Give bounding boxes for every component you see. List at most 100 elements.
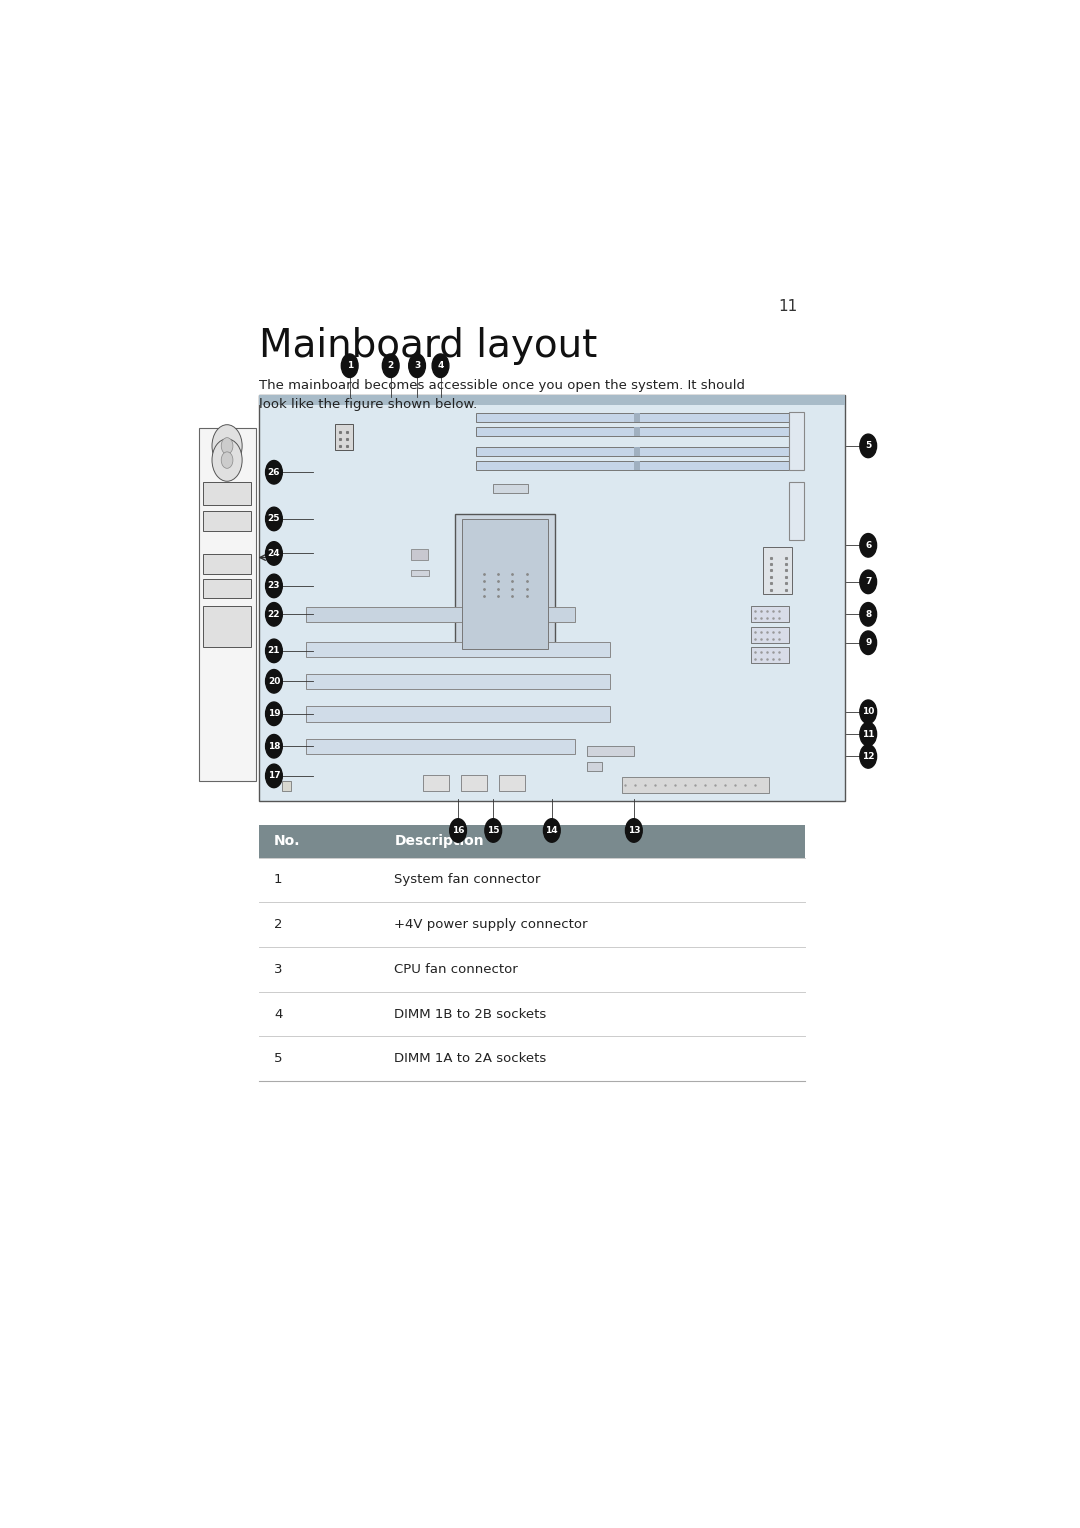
Text: 3: 3 bbox=[274, 963, 283, 976]
Bar bbox=[306, 740, 576, 755]
Text: 8: 8 bbox=[865, 610, 872, 619]
Circle shape bbox=[221, 437, 233, 454]
Circle shape bbox=[860, 631, 877, 654]
Circle shape bbox=[860, 700, 877, 724]
Circle shape bbox=[432, 354, 449, 377]
Text: Mainboard layout: Mainboard layout bbox=[259, 327, 597, 365]
Text: 6: 6 bbox=[865, 541, 872, 550]
Text: 4: 4 bbox=[274, 1007, 282, 1021]
Circle shape bbox=[408, 354, 426, 377]
Bar bbox=[203, 555, 252, 573]
Text: 2: 2 bbox=[388, 361, 394, 370]
Bar bbox=[461, 775, 487, 792]
Text: 25: 25 bbox=[268, 515, 280, 524]
Circle shape bbox=[543, 819, 561, 842]
Text: 5: 5 bbox=[865, 442, 872, 451]
Bar bbox=[634, 461, 639, 471]
Circle shape bbox=[266, 542, 282, 565]
Bar bbox=[411, 550, 428, 559]
Text: 17: 17 bbox=[268, 772, 280, 781]
Text: 9: 9 bbox=[865, 639, 872, 648]
Bar bbox=[499, 775, 526, 792]
Bar bbox=[423, 775, 449, 792]
Text: Description: Description bbox=[394, 834, 484, 848]
Circle shape bbox=[625, 819, 643, 842]
Bar bbox=[203, 579, 252, 597]
Circle shape bbox=[212, 439, 242, 481]
Bar bbox=[475, 448, 798, 455]
Circle shape bbox=[266, 669, 282, 694]
Bar bbox=[282, 781, 292, 792]
Text: 18: 18 bbox=[268, 741, 280, 750]
Text: The mainboard becomes accessible once you open the system. It should
look like t: The mainboard becomes accessible once yo… bbox=[259, 379, 745, 411]
Text: 21: 21 bbox=[268, 646, 280, 656]
Text: 14: 14 bbox=[545, 827, 558, 834]
Bar bbox=[475, 426, 798, 435]
Text: 13: 13 bbox=[627, 827, 640, 834]
Bar bbox=[751, 646, 789, 663]
Bar bbox=[455, 513, 555, 654]
Text: 10: 10 bbox=[862, 707, 875, 717]
Circle shape bbox=[485, 819, 501, 842]
Bar bbox=[306, 674, 610, 689]
Bar bbox=[475, 461, 798, 471]
Bar bbox=[411, 570, 429, 576]
Bar bbox=[634, 426, 639, 435]
Bar bbox=[494, 484, 528, 492]
Text: CPU fan connector: CPU fan connector bbox=[394, 963, 518, 976]
Text: 12: 12 bbox=[862, 752, 875, 761]
Text: DIMM 1A to 2A sockets: DIMM 1A to 2A sockets bbox=[394, 1053, 546, 1065]
Circle shape bbox=[860, 570, 877, 593]
Text: 24: 24 bbox=[268, 549, 280, 558]
Text: 19: 19 bbox=[268, 709, 280, 718]
Bar bbox=[462, 520, 548, 649]
Text: 3: 3 bbox=[414, 361, 420, 370]
Bar bbox=[634, 413, 639, 422]
Circle shape bbox=[860, 434, 877, 458]
Text: 20: 20 bbox=[268, 677, 280, 686]
Bar bbox=[751, 607, 789, 622]
Circle shape bbox=[266, 460, 282, 484]
Text: +4V power supply connector: +4V power supply connector bbox=[394, 918, 588, 931]
Circle shape bbox=[266, 764, 282, 787]
Bar bbox=[306, 642, 610, 657]
Text: 15: 15 bbox=[487, 827, 499, 834]
Circle shape bbox=[266, 701, 282, 726]
Text: DIMM 1B to 2B sockets: DIMM 1B to 2B sockets bbox=[394, 1007, 546, 1021]
Bar bbox=[789, 481, 804, 539]
Circle shape bbox=[341, 354, 359, 377]
Text: 2: 2 bbox=[274, 918, 283, 931]
Bar bbox=[259, 825, 805, 857]
Bar bbox=[306, 706, 610, 721]
Text: 1: 1 bbox=[347, 361, 353, 370]
Bar bbox=[475, 413, 798, 422]
Circle shape bbox=[860, 744, 877, 769]
Bar bbox=[588, 762, 602, 770]
Circle shape bbox=[266, 507, 282, 530]
Bar bbox=[762, 547, 792, 594]
Bar bbox=[306, 607, 576, 622]
Circle shape bbox=[860, 602, 877, 626]
Text: 5: 5 bbox=[274, 1053, 283, 1065]
Text: 4: 4 bbox=[437, 361, 444, 370]
Text: 22: 22 bbox=[268, 610, 280, 619]
Bar bbox=[203, 483, 252, 504]
FancyBboxPatch shape bbox=[259, 396, 845, 801]
Bar bbox=[259, 396, 845, 405]
Bar bbox=[203, 510, 252, 532]
Circle shape bbox=[266, 602, 282, 626]
Circle shape bbox=[860, 723, 877, 746]
Circle shape bbox=[221, 452, 233, 468]
Bar bbox=[335, 423, 352, 449]
Circle shape bbox=[266, 639, 282, 663]
Text: No.: No. bbox=[274, 834, 300, 848]
Circle shape bbox=[212, 425, 242, 468]
Circle shape bbox=[266, 735, 282, 758]
Text: 11: 11 bbox=[779, 299, 797, 315]
Bar bbox=[622, 776, 769, 793]
Bar bbox=[588, 746, 634, 756]
Bar bbox=[203, 607, 252, 646]
Circle shape bbox=[449, 819, 467, 842]
Text: System fan connector: System fan connector bbox=[394, 874, 541, 886]
FancyBboxPatch shape bbox=[199, 428, 256, 781]
